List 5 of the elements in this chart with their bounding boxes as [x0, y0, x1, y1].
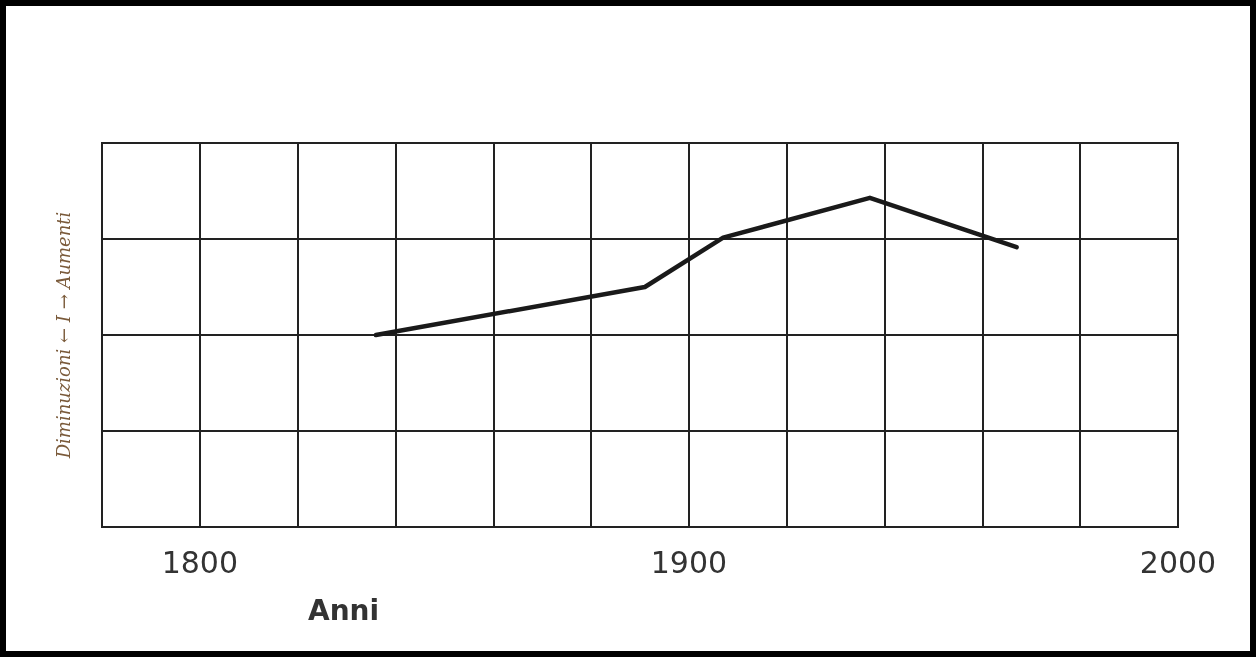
x-axis-title: Anni — [308, 593, 380, 627]
x-tick-label: 1900 — [650, 544, 728, 580]
y-axis-title: Diminuzioni ← I → Aumenti — [52, 211, 74, 460]
x-tick-label: 1800 — [161, 544, 238, 580]
x-tick-label: 2000 — [1139, 544, 1217, 580]
